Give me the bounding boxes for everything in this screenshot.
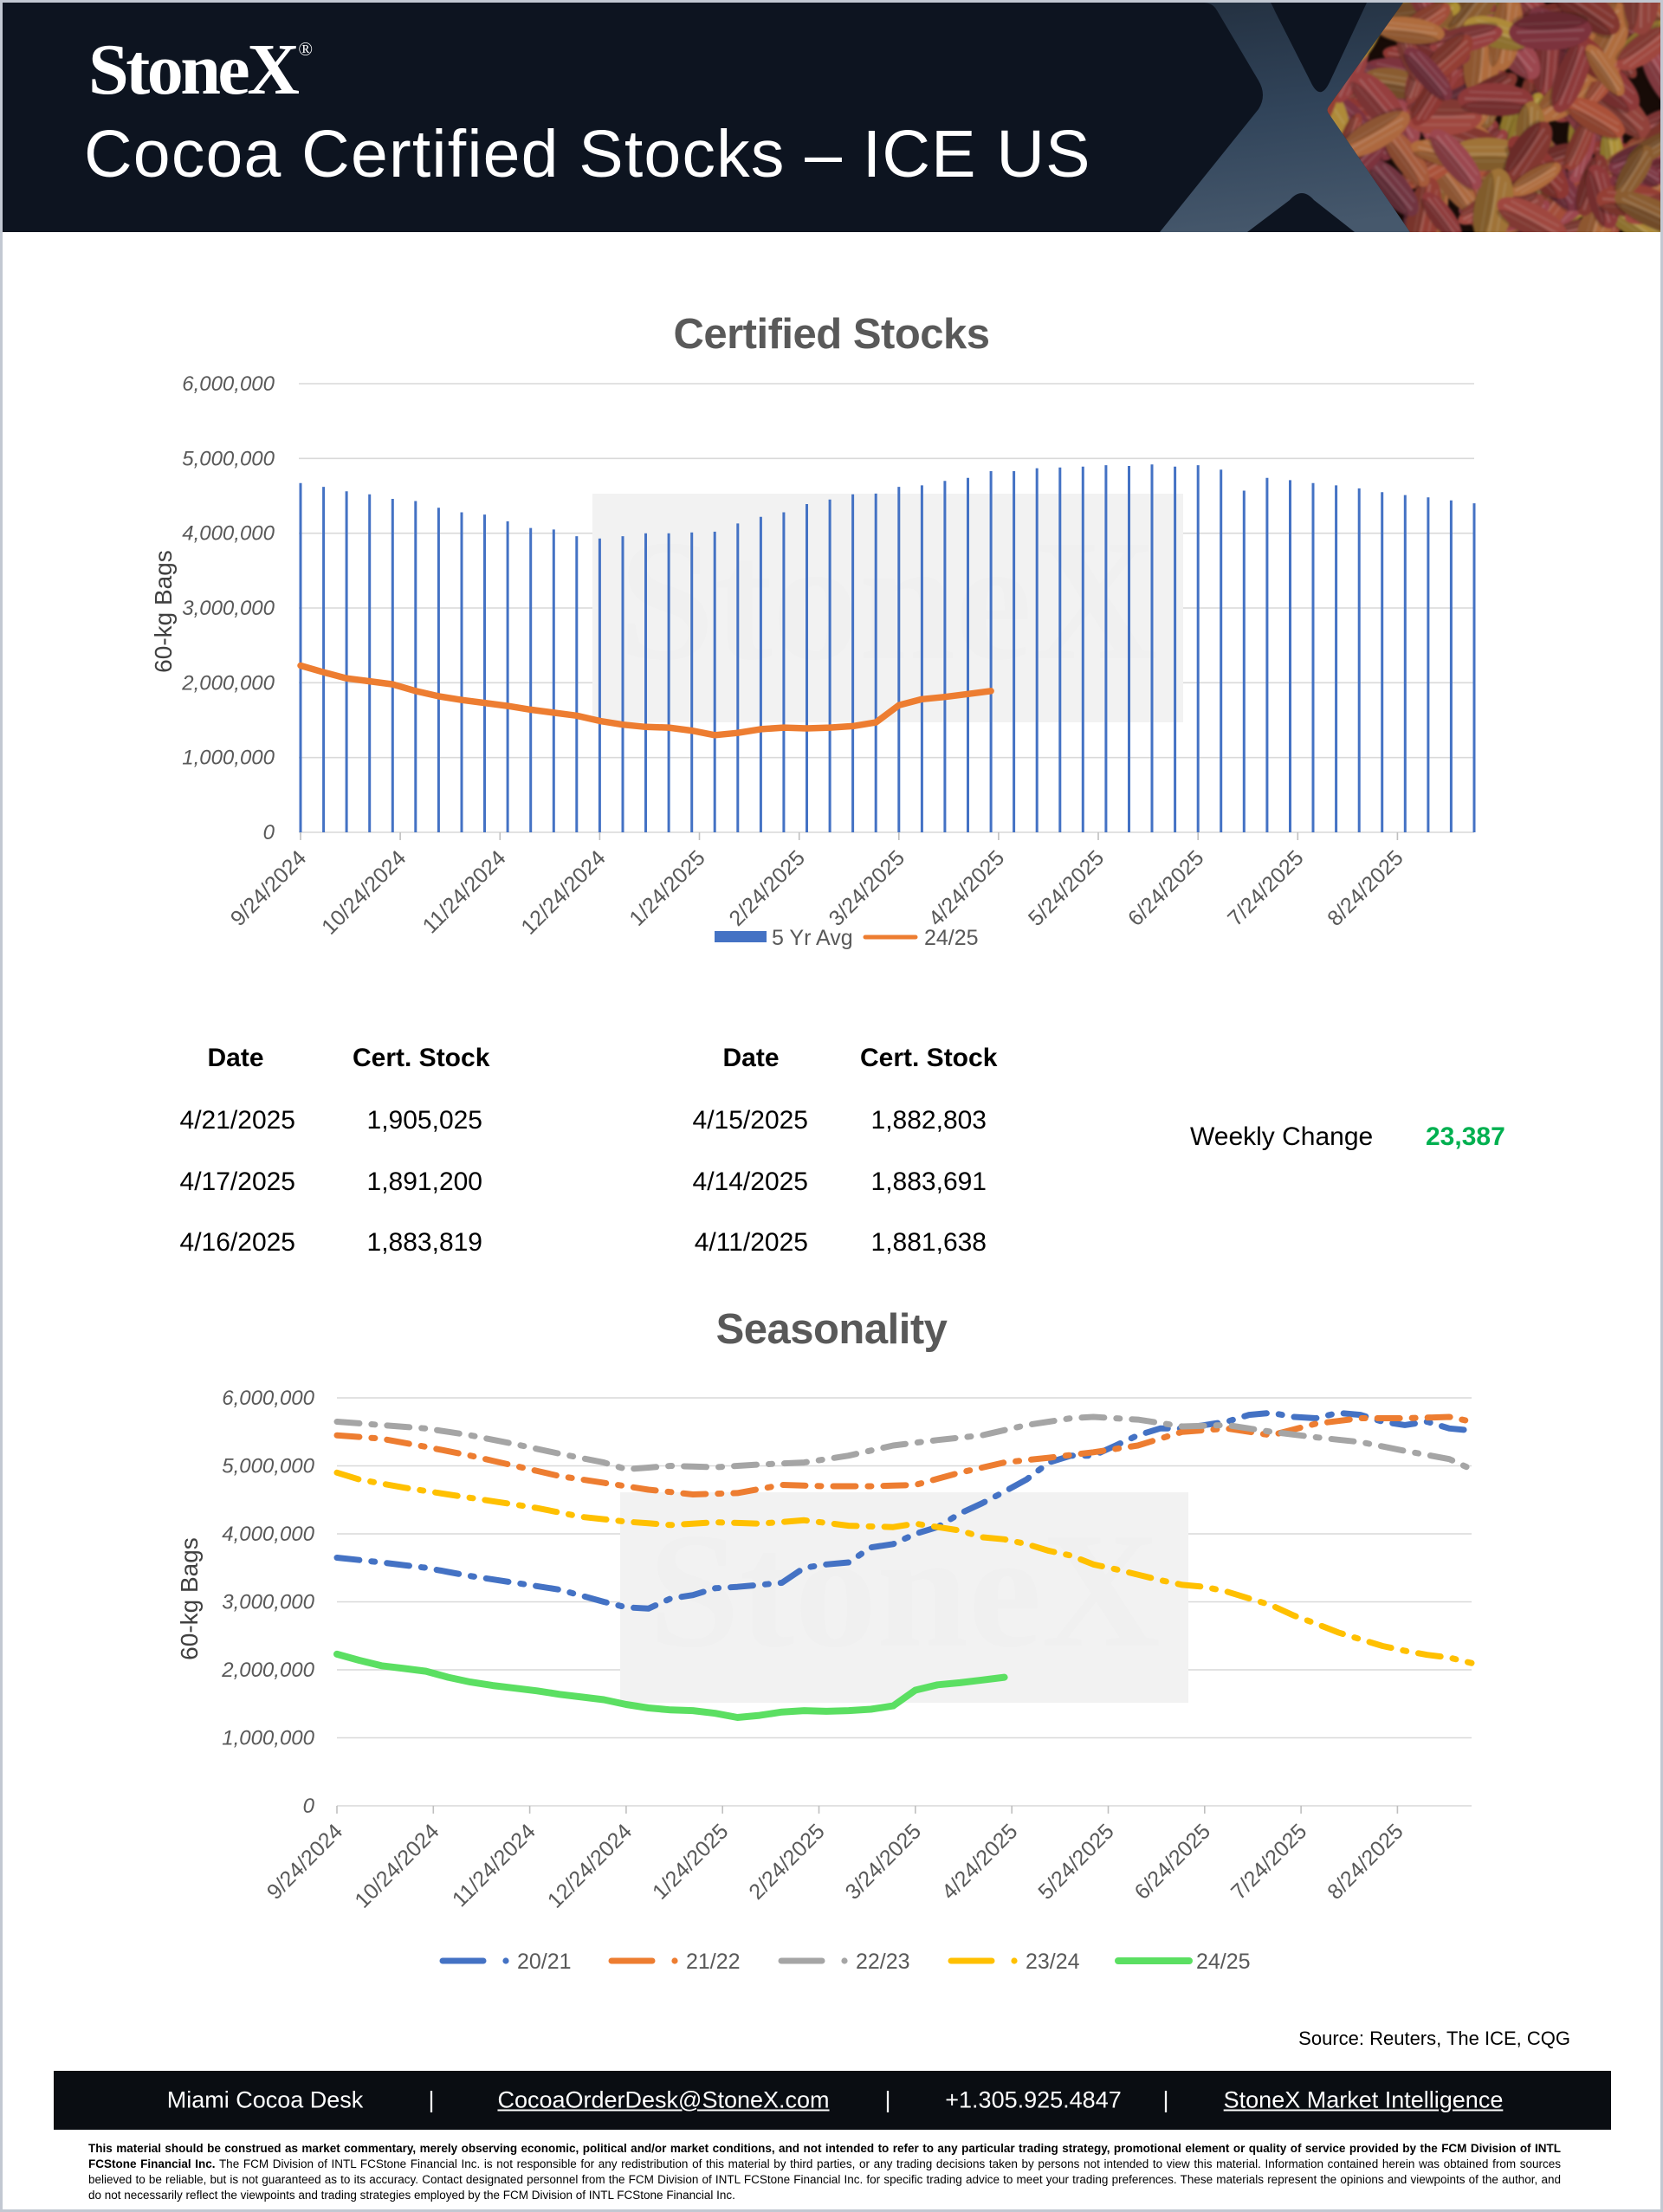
svg-text:5 Yr Avg: 5 Yr Avg [772,926,853,950]
svg-text:2/24/2025: 2/24/2025 [725,845,810,930]
svg-text:1,000,000: 1,000,000 [222,1727,314,1750]
svg-text:3,000,000: 3,000,000 [222,1591,314,1614]
svg-text:4,000,000: 4,000,000 [222,1523,314,1546]
svg-text:21/22: 21/22 [686,1950,741,1974]
svg-text:12/24/2024: 12/24/2024 [543,1819,637,1912]
svg-text:7/24/2025: 7/24/2025 [1223,845,1308,930]
svg-text:7/24/2025: 7/24/2025 [1226,1819,1311,1904]
svg-text:8/24/2025: 8/24/2025 [1323,1819,1407,1904]
svg-text:StoneX: StoneX [648,1500,1160,1682]
svg-text:4/24/2025: 4/24/2025 [937,1819,1022,1904]
svg-text:1,000,000: 1,000,000 [182,747,275,770]
svg-text:0: 0 [303,1795,315,1818]
svg-text:5/24/2025: 5/24/2025 [1033,1819,1118,1904]
svg-text:23/24: 23/24 [1026,1950,1080,1974]
svg-text:4/24/2025: 4/24/2025 [924,845,1009,930]
svg-text:9/24/2024: 9/24/2024 [262,1819,348,1905]
svg-text:10/24/2024: 10/24/2024 [350,1819,443,1912]
svg-text:3,000,000: 3,000,000 [182,597,275,620]
svg-text:2/24/2025: 2/24/2025 [744,1819,829,1904]
svg-text:22/23: 22/23 [856,1950,910,1974]
svg-text:1/24/2025: 1/24/2025 [624,845,709,930]
svg-text:6/24/2025: 6/24/2025 [1130,1819,1215,1904]
svg-text:2,000,000: 2,000,000 [181,671,275,695]
svg-text:11/24/2024: 11/24/2024 [418,845,511,938]
svg-text:5,000,000: 5,000,000 [182,447,275,470]
svg-text:6/24/2025: 6/24/2025 [1123,845,1208,930]
svg-text:1/24/2025: 1/24/2025 [648,1819,733,1904]
svg-text:2,000,000: 2,000,000 [221,1659,314,1682]
svg-text:3/24/2025: 3/24/2025 [825,845,909,930]
svg-text:20/21: 20/21 [517,1950,572,1974]
svg-text:10/24/2024: 10/24/2024 [317,845,411,939]
svg-text:8/24/2025: 8/24/2025 [1323,845,1407,930]
svg-text:StoneX: StoneX [618,505,1157,696]
svg-text:6,000,000: 6,000,000 [222,1387,314,1410]
svg-text:0: 0 [263,821,275,844]
svg-text:6,000,000: 6,000,000 [182,372,275,396]
svg-text:60-kg Bags: 60-kg Bags [176,1537,203,1660]
svg-text:5/24/2025: 5/24/2025 [1024,845,1109,930]
svg-text:60-kg Bags: 60-kg Bags [150,550,177,673]
svg-text:4,000,000: 4,000,000 [182,522,275,546]
svg-text:11/24/2024: 11/24/2024 [448,1819,540,1911]
svg-text:24/25: 24/25 [1196,1950,1251,1974]
svg-text:3/24/2025: 3/24/2025 [841,1819,926,1904]
svg-text:9/24/2024: 9/24/2024 [226,845,312,931]
svg-text:12/24/2024: 12/24/2024 [516,845,610,939]
svg-text:24/25: 24/25 [924,926,979,950]
svg-text:5,000,000: 5,000,000 [222,1455,314,1478]
